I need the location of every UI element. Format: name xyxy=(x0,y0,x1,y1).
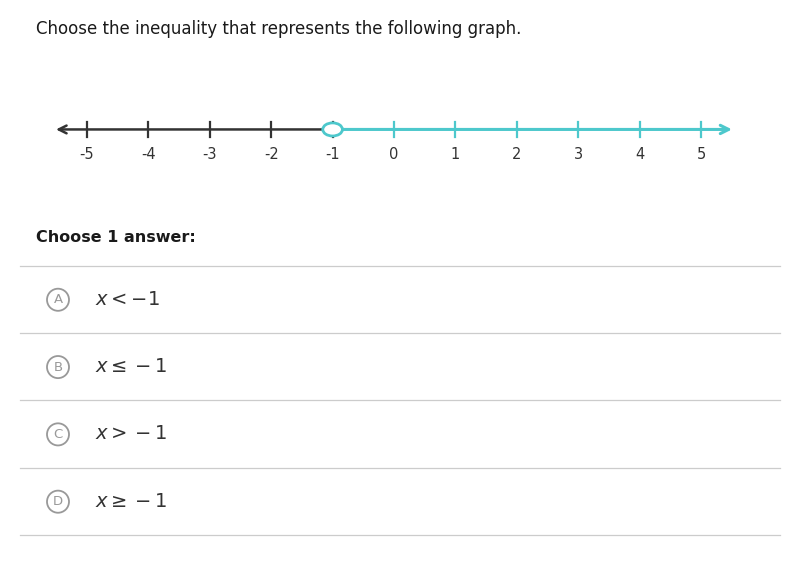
Text: -5: -5 xyxy=(80,147,94,162)
Text: Choose 1 answer:: Choose 1 answer: xyxy=(36,230,196,245)
Text: C: C xyxy=(54,428,62,441)
Text: Choose the inequality that represents the following graph.: Choose the inequality that represents th… xyxy=(36,20,522,38)
Text: -2: -2 xyxy=(264,147,278,162)
Text: -4: -4 xyxy=(141,147,156,162)
Text: 4: 4 xyxy=(635,147,644,162)
Text: $x < -1$: $x < -1$ xyxy=(95,291,160,309)
Text: 1: 1 xyxy=(450,147,460,162)
Text: $x \geq -1$: $x \geq -1$ xyxy=(95,493,167,511)
Text: 3: 3 xyxy=(574,147,582,162)
Text: 5: 5 xyxy=(696,147,706,162)
Text: D: D xyxy=(53,495,63,508)
Text: B: B xyxy=(54,361,62,374)
Text: 0: 0 xyxy=(390,147,398,162)
Text: -3: -3 xyxy=(202,147,217,162)
Circle shape xyxy=(322,123,342,136)
Text: -1: -1 xyxy=(326,147,340,162)
Text: $x > -1$: $x > -1$ xyxy=(95,426,167,443)
Text: A: A xyxy=(54,293,62,306)
Text: 2: 2 xyxy=(512,147,522,162)
Text: $x \leq -1$: $x \leq -1$ xyxy=(95,358,167,376)
